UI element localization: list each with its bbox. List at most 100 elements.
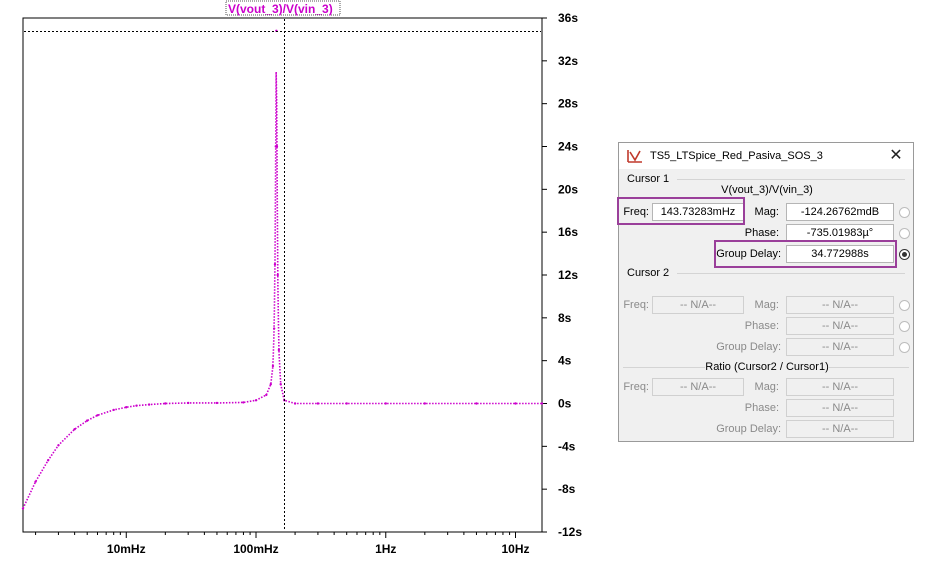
ratio-group-label: Ratio (Cursor2 / Cursor1) — [705, 361, 829, 373]
trace-point — [279, 383, 282, 386]
y-tick-label: 24s — [558, 140, 578, 154]
cursor2-group-label: Cursor 2 — [627, 267, 670, 279]
trace-title[interactable]: V(vout_3)/V(vin_3) — [228, 2, 333, 16]
trace-point — [73, 428, 76, 431]
cursor1-phase-field: -735.01983µ° — [786, 224, 894, 242]
trace-point — [384, 402, 387, 405]
trace-point — [242, 401, 245, 404]
trace-point — [96, 414, 99, 417]
x-axis: 10mHz 100mHz 1Hz 10Hz — [35, 532, 530, 556]
y-tick-label: 8s — [558, 311, 572, 325]
cursor1-mag-field: -124.26762mdB — [786, 203, 894, 221]
y-tick-label: 0s — [558, 397, 572, 411]
y-tick-label: 32s — [558, 54, 578, 68]
trace-point — [254, 399, 258, 402]
trace-point — [276, 273, 279, 277]
dialog-title: TS5_LTSpice_Red_Pasiva_SOS_3 — [650, 150, 823, 162]
cursor2-phase-radio[interactable] — [899, 321, 910, 332]
cursor2-group-delay-field: -- N/A-- — [786, 338, 894, 356]
trace-point — [112, 408, 115, 412]
trace-point — [164, 402, 167, 405]
trace-point — [265, 393, 268, 397]
cursor1-group-delay-field: 34.772988s — [786, 245, 894, 263]
y-tick-label: -12s — [558, 525, 582, 539]
trace-point — [540, 402, 544, 405]
ratio-group-delay-field: -- N/A-- — [786, 420, 894, 438]
x-tick-label: 1Hz — [375, 542, 396, 556]
plot-area[interactable] — [22, 17, 543, 533]
trace-point — [275, 145, 279, 148]
ratio-freq-label: Freq: — [623, 381, 649, 393]
trace-point — [215, 401, 219, 405]
trace-point — [147, 403, 151, 406]
ltspice-app-icon — [627, 150, 642, 163]
cursor2-group-delay-label: Group Delay: — [716, 341, 781, 353]
cursor1-phase-label: Phase: — [744, 227, 779, 239]
cursor2-phase-label: Phase: — [744, 320, 779, 332]
cursor2-mag-field: -- N/A-- — [786, 296, 894, 314]
y-tick-label: -4s — [558, 439, 576, 453]
dialog-titlebar[interactable]: TS5_LTSpice_Red_Pasiva_SOS_3 ✕ — [619, 143, 913, 169]
y-tick-label: -8s — [558, 482, 576, 496]
ratio-group-delay-label: Group Delay: — [716, 423, 781, 435]
ratio-phase-field: -- N/A-- — [786, 399, 894, 417]
ratio-freq-field: -- N/A-- — [652, 378, 744, 396]
y-tick-label: 16s — [558, 225, 578, 239]
trace-point — [293, 402, 297, 405]
cursor1-separator — [677, 179, 905, 180]
cursor2-separator — [677, 273, 905, 274]
cursor2-mag-radio[interactable] — [899, 300, 910, 311]
cursor1-freq-field[interactable]: 143.73283mHz — [652, 203, 744, 221]
cursor2-group-delay-radio[interactable] — [899, 342, 910, 353]
close-icon[interactable]: ✕ — [889, 147, 903, 164]
trace-point — [135, 404, 138, 407]
cursor1-group-label: Cursor 1 — [627, 173, 670, 185]
ratio-phase-label: Phase: — [744, 402, 779, 414]
y-tick-label: 20s — [558, 182, 578, 196]
trace-title-box — [225, 0, 341, 16]
y-tick-label: 4s — [558, 354, 572, 368]
trace-point — [186, 401, 190, 405]
cursor-dialog: TS5_LTSpice_Red_Pasiva_SOS_3 ✕ Cursor 1 … — [617, 142, 914, 442]
cursor1-group-delay-label: Group Delay: — [716, 248, 781, 260]
y-tick-label: 12s — [558, 268, 578, 282]
y-tick-label: 36s — [558, 11, 578, 25]
trace-point — [21, 507, 25, 510]
y-axis: 36s 32s 28s 24s 20s 16s 12s 8s 4s 0s -4s -8s -12s — [542, 11, 582, 539]
x-tick-label: 10Hz — [502, 542, 530, 556]
cursor1-group-delay-radio[interactable] — [899, 249, 910, 260]
trace-point — [316, 402, 320, 405]
trace-point — [272, 327, 276, 330]
trace-point — [475, 402, 478, 405]
ratio-mag-field: -- N/A-- — [786, 378, 894, 396]
y-tick-label: 28s — [558, 97, 578, 111]
trace-point — [345, 402, 348, 405]
trace-point — [277, 348, 281, 352]
cursor2-freq-label: Freq: — [623, 299, 649, 311]
trace-point — [269, 383, 272, 386]
cursor1-trace-name: V(vout_3)/V(vin_3) — [721, 184, 813, 196]
trace-point — [125, 406, 128, 409]
x-tick-label: 10mHz — [107, 542, 146, 556]
trace-point — [514, 402, 517, 405]
cursor2-freq-field: -- N/A-- — [652, 296, 744, 314]
cursor2-mag-label: Mag: — [754, 299, 779, 311]
cursor1-freq-label: Freq: — [623, 206, 649, 218]
cursor1-mag-radio[interactable] — [899, 207, 910, 218]
trace-point — [57, 444, 60, 447]
trace-point — [34, 480, 37, 483]
cursor1-mag-label: Mag: — [754, 206, 779, 218]
trace-point — [86, 419, 89, 422]
cursor1-phase-radio[interactable] — [899, 228, 910, 239]
trace-point — [46, 459, 50, 462]
trace-point — [271, 364, 275, 368]
ratio-mag-label: Mag: — [754, 381, 779, 393]
ratio-separator-left — [623, 367, 705, 368]
x-tick-label: 100mHz — [233, 542, 278, 556]
ratio-separator-right — [829, 367, 909, 368]
cursor2-phase-field: -- N/A-- — [786, 317, 894, 335]
trace-point — [273, 263, 277, 266]
group-delay-trace — [21, 29, 544, 510]
trace-point — [423, 402, 427, 405]
